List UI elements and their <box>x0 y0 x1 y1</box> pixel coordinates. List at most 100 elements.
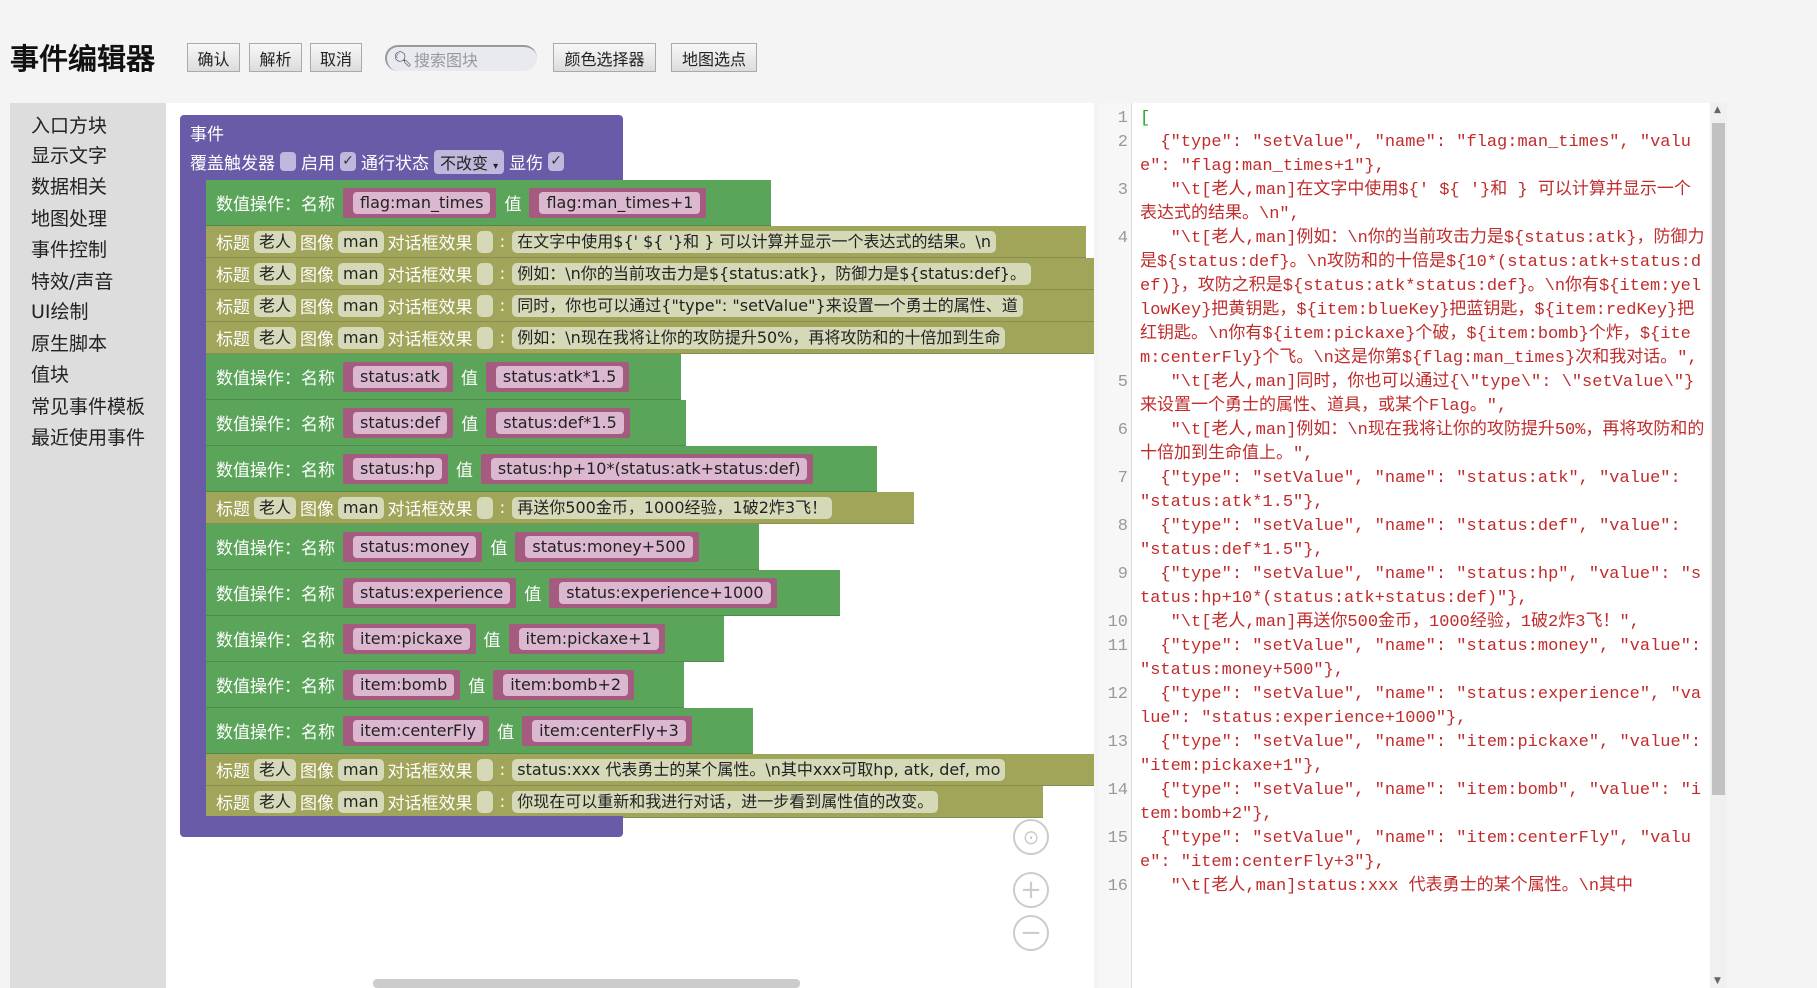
dialog-effect-field[interactable] <box>476 326 493 349</box>
code-text[interactable]: "\t[老人,man]status:xxx 代表勇士的某个属性。\n其中 <box>1140 877 1634 896</box>
setvalue-block[interactable]: 数值操作：名称 status:experience 值 status:experien… <box>206 570 840 616</box>
sidebar-item[interactable]: 原生脚本 <box>31 333 108 355</box>
workspace-horizontal-scrollbar[interactable] <box>373 979 800 988</box>
speaker-title-field[interactable]: 老人 <box>254 294 297 317</box>
setvalue-block[interactable]: 数值操作：名称 status:atk 值 status:atk*1.5 <box>206 354 681 400</box>
text-block[interactable]: 标题 老人 图像 man 对话框效果: 在文字中使用${' ${ '}和 } 可以计算并显… <box>206 226 1086 258</box>
variable-name-input[interactable]: item:centerFly <box>343 715 490 746</box>
text-block[interactable]: 标题 老人 图像 man 对话框效果: status:xxx 代表勇士的某个属性。\n其中… <box>206 754 1094 786</box>
cancel-button[interactable]: 取消 <box>310 43 362 72</box>
code-text[interactable]: {"type": "setValue", "name": "status:atk… <box>1140 469 1691 512</box>
scroll-up-icon[interactable]: ▲ <box>1714 105 1721 115</box>
dialog-text-field[interactable]: 例如：\n你的当前攻击力是${status:atk}，防御力是${status:… <box>512 262 1031 285</box>
recenter-icon[interactable]: ⊙ <box>1013 819 1049 855</box>
variable-name-input[interactable]: status:atk <box>343 361 453 392</box>
variable-name-input[interactable]: status:hp <box>343 453 448 484</box>
setvalue-block[interactable]: 数值操作：名称 status:money 值 status:money+500 <box>206 524 759 570</box>
text-block[interactable]: 标题 老人 图像 man 对话框效果: 再送你500金币，1000经验，1破2炸3飞！ <box>206 492 914 524</box>
expression-input[interactable]: status:def*1.5 <box>486 407 630 438</box>
setvalue-block[interactable]: 数值操作：名称 item:pickaxe 值 item:pickaxe+1 <box>206 616 724 662</box>
enable-checkbox[interactable]: ✓ <box>340 152 356 171</box>
expression-input[interactable]: status:hp+10*(status:atk+status:def) <box>480 453 814 484</box>
code-text[interactable]: "\t[老人,man]例如：\n现在我将让你的攻防提升50%，再将攻防和的十倍加… <box>1140 421 1705 464</box>
setvalue-block[interactable]: 数值操作：名称 status:hp 值 status:hp+10*(status:at… <box>206 446 877 492</box>
variable-name-input[interactable]: item:bomb <box>343 669 461 700</box>
code-text[interactable]: {"type": "setValue", "name": "status:hp"… <box>1140 565 1702 608</box>
sidebar-item[interactable]: 数据相关 <box>31 176 108 198</box>
speaker-title-field[interactable]: 老人 <box>254 230 297 253</box>
dialog-effect-field[interactable] <box>476 230 493 253</box>
speaker-image-field[interactable]: man <box>338 326 384 349</box>
code-text[interactable]: "\t[老人,man]例如：\n你的当前攻击力是${status:atk}，防御… <box>1140 229 1705 368</box>
dialog-effect-field[interactable] <box>476 294 493 317</box>
code-text[interactable]: {"type": "setValue", "name": "status:def… <box>1140 517 1691 560</box>
expression-input[interactable]: item:pickaxe+1 <box>508 623 665 654</box>
speaker-image-field[interactable]: man <box>338 294 384 317</box>
dialog-effect-field[interactable] <box>476 262 493 285</box>
speaker-title-field[interactable]: 老人 <box>254 790 297 813</box>
variable-name-input[interactable]: status:money <box>343 531 483 562</box>
zoom-out-icon[interactable]: − <box>1013 915 1049 951</box>
speaker-image-field[interactable]: man <box>338 262 384 285</box>
variable-name-input[interactable]: flag:man_times <box>343 187 497 218</box>
parse-button[interactable]: 解析 <box>249 43 302 72</box>
text-block[interactable]: 标题 老人 图像 man 对话框效果: 同时，你也可以通过{"type": "setVal… <box>206 290 1094 322</box>
dialog-effect-field[interactable] <box>476 790 493 813</box>
sidebar-item[interactable]: 入口方块 <box>31 115 108 137</box>
sidebar-item[interactable]: 常见事件模板 <box>31 396 146 418</box>
variable-name-input[interactable]: status:def <box>343 407 454 438</box>
speaker-title-field[interactable]: 老人 <box>254 496 297 519</box>
text-block[interactable]: 标题 老人 图像 man 对话框效果: 你现在可以重新和我进行对话，进一步看到属性值的改变… <box>206 786 1043 818</box>
map-pick-button[interactable]: 地图选点 <box>671 43 757 72</box>
setvalue-block[interactable]: 数值操作：名称 status:def 值 status:def*1.5 <box>206 400 686 446</box>
speaker-image-field[interactable]: man <box>338 758 384 781</box>
dialog-text-field[interactable]: status:xxx 代表勇士的某个属性。\n其中xxx可取hp, atk, d… <box>512 758 1006 781</box>
scroll-down-icon[interactable]: ▼ <box>1714 976 1721 986</box>
variable-name-input[interactable]: item:pickaxe <box>343 623 476 654</box>
dialog-text-field[interactable]: 同时，你也可以通过{"type": "setValue"}来设置一个勇士的属性、… <box>512 294 1023 317</box>
dialog-text-field[interactable]: 在文字中使用${' ${ '}和 } 可以计算并显示一个表达式的结果。\n <box>512 230 997 253</box>
code-text[interactable]: {"type": "setValue", "name": "status:mon… <box>1140 637 1712 680</box>
setvalue-block[interactable]: 数值操作：名称 item:centerFly 值 item:centerFly+3 <box>206 708 753 754</box>
expression-input[interactable]: item:centerFly+3 <box>522 715 692 746</box>
expression-input[interactable]: flag:man_times+1 <box>529 187 707 218</box>
sidebar-item[interactable]: 最近使用事件 <box>31 427 146 449</box>
speaker-title-field[interactable]: 老人 <box>254 262 297 285</box>
code-text[interactable]: {"type": "setValue", "name": "item:cente… <box>1140 829 1691 872</box>
block-workspace[interactable]: 事件 覆盖触发器 启用 ✓ 通行状态 不改变 ▾ 显伤 ✓ 数值操作：名称 fla… <box>166 103 1094 988</box>
variable-name-input[interactable]: status:experience <box>343 577 517 608</box>
zoom-in-icon[interactable]: + <box>1013 872 1049 908</box>
override-checkbox[interactable] <box>280 152 296 171</box>
sidebar-item[interactable]: 显示文字 <box>31 145 108 167</box>
code-scrollbar[interactable]: ▲ ▼ <box>1710 103 1727 988</box>
expression-input[interactable]: status:experience+1000 <box>549 577 777 608</box>
text-block[interactable]: 标题 老人 图像 man 对话框效果: 例如：\n你的当前攻击力是${status:atk… <box>206 258 1094 290</box>
speaker-title-field[interactable]: 老人 <box>254 326 297 349</box>
sidebar-item[interactable]: 事件控制 <box>31 239 108 261</box>
code-text[interactable]: "\t[老人,man]再送你500金币，1000经验，1破2炸3飞！", <box>1140 613 1640 632</box>
sidebar-item[interactable]: UI绘制 <box>31 301 89 323</box>
speaker-title-field[interactable]: 老人 <box>254 758 297 781</box>
speaker-image-field[interactable]: man <box>338 230 384 253</box>
search-blocks-input[interactable]: 🔍︎ 搜索图块 <box>385 45 537 71</box>
code-text[interactable]: {"type": "setValue", "name": "item:bomb"… <box>1140 781 1702 824</box>
dialog-text-field[interactable]: 你现在可以重新和我进行对话，进一步看到属性值的改变。 <box>512 790 939 813</box>
event-block[interactable]: 事件 覆盖触发器 启用 ✓ 通行状态 不改变 ▾ 显伤 ✓ 数值操作：名称 fla… <box>180 115 1094 837</box>
code-text[interactable]: [ <box>1140 109 1151 128</box>
setvalue-block[interactable]: 数值操作：名称 flag:man_times 值 flag:man_times+1 <box>206 180 771 226</box>
text-block[interactable]: 标题 老人 图像 man 对话框效果: 例如：\n现在我将让你的攻防提升50%，再将攻防和… <box>206 322 1094 354</box>
sidebar-item[interactable]: 特效/声音 <box>31 271 114 293</box>
show-damage-checkbox[interactable]: ✓ <box>548 152 565 171</box>
confirm-button[interactable]: 确认 <box>187 43 240 72</box>
pass-state-dropdown[interactable]: 不改变 ▾ <box>434 149 505 174</box>
speaker-image-field[interactable]: man <box>338 790 384 813</box>
code-text[interactable]: "\t[老人,man]在文字中使用${' ${ '}和 } 可以计算并显示一个表… <box>1140 181 1691 224</box>
code-scrollbar-thumb[interactable] <box>1712 123 1725 795</box>
code-text[interactable]: "\t[老人,man]同时，你也可以通过{\"type\": \"setValu… <box>1140 373 1695 416</box>
code-text[interactable]: {"type": "setValue", "name": "flag:man_t… <box>1140 133 1691 176</box>
json-code-editor[interactable]: 1[2 {"type": "setValue", "name": "flag:m… <box>1099 103 1727 988</box>
dialog-effect-field[interactable] <box>476 758 493 781</box>
dialog-effect-field[interactable] <box>476 496 493 519</box>
dialog-text-field[interactable]: 例如：\n现在我将让你的攻防提升50%，再将攻防和的十倍加到生命 <box>512 326 1006 349</box>
expression-input[interactable]: item:bomb+2 <box>493 669 635 700</box>
